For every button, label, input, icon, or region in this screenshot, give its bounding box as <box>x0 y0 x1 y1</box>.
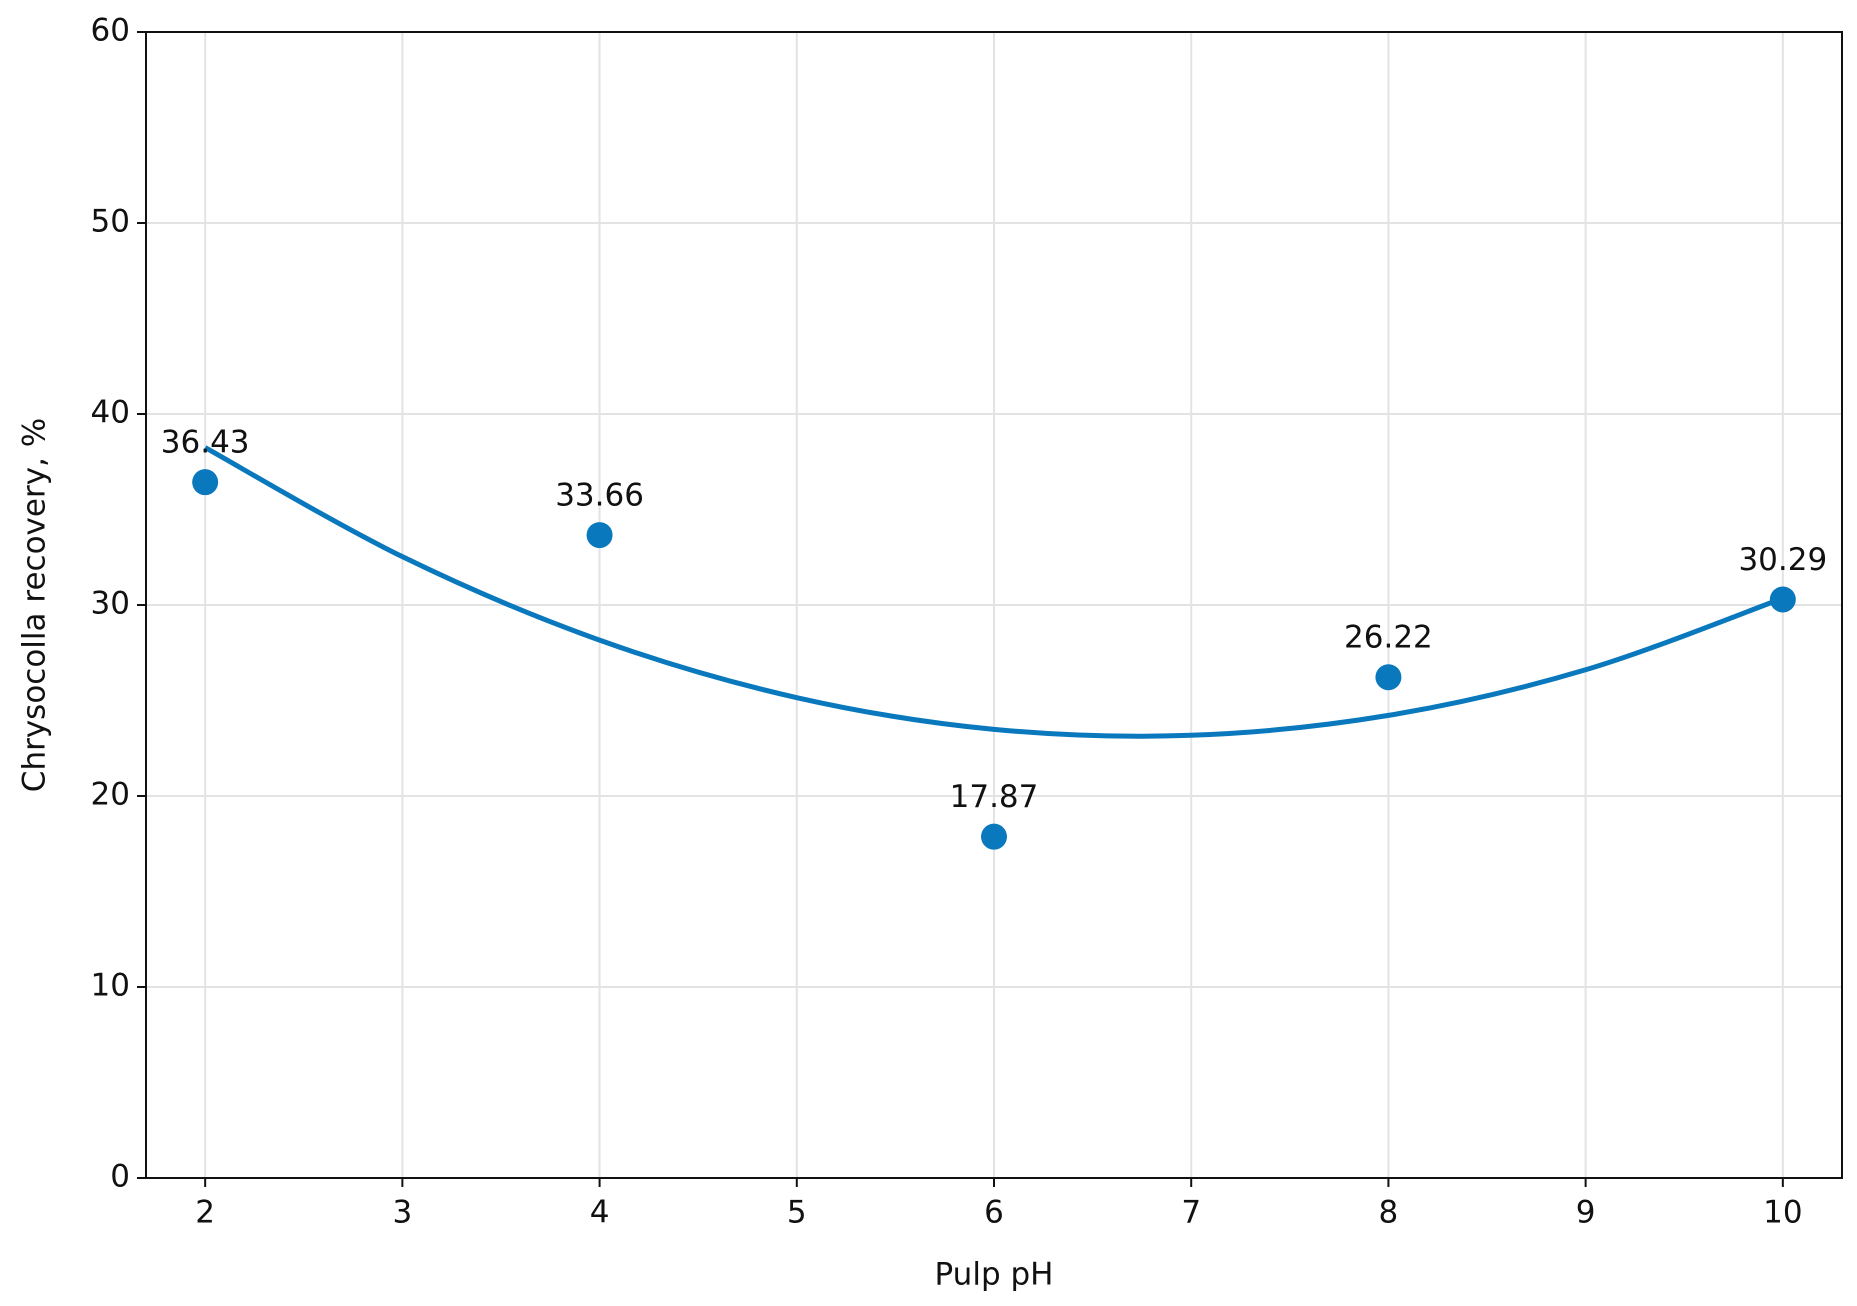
x-tick-label: 2 <box>195 1195 215 1231</box>
y-tick-label: 20 <box>91 777 130 813</box>
y-axis-label: Chrysocolla recovery, % <box>17 418 53 792</box>
data-point <box>586 522 613 549</box>
x-tick-label: 9 <box>1576 1195 1596 1231</box>
x-axis-label: Pulp pH <box>935 1257 1054 1293</box>
data-point <box>1375 664 1402 691</box>
fit-curve <box>203 445 1784 739</box>
data-label: 36.43 <box>161 425 250 461</box>
x-tick-label: 3 <box>393 1195 413 1231</box>
x-tick-label: 10 <box>1763 1195 1802 1231</box>
data-label: 17.87 <box>950 779 1039 815</box>
data-label: 26.22 <box>1344 620 1433 656</box>
x-tick-label: 6 <box>984 1195 1004 1231</box>
y-tick-label: 30 <box>91 586 130 622</box>
y-tick-label: 0 <box>110 1159 130 1195</box>
y-tick-label: 40 <box>91 395 130 431</box>
y-tick-label: 50 <box>91 204 130 240</box>
data-point <box>981 823 1007 850</box>
data-label: 33.66 <box>555 478 644 514</box>
plot-frame <box>145 31 1843 1179</box>
y-tick-label: 60 <box>91 13 130 49</box>
y-tick-label: 10 <box>91 968 130 1004</box>
data-point <box>192 469 219 496</box>
x-tick-label: 4 <box>590 1195 610 1231</box>
x-tick-label: 5 <box>787 1195 807 1231</box>
data-point <box>1769 586 1796 613</box>
x-tick-label: 8 <box>1379 1195 1399 1231</box>
x-tick-label: 7 <box>1181 1195 1201 1231</box>
data-label: 30.29 <box>1738 542 1827 578</box>
